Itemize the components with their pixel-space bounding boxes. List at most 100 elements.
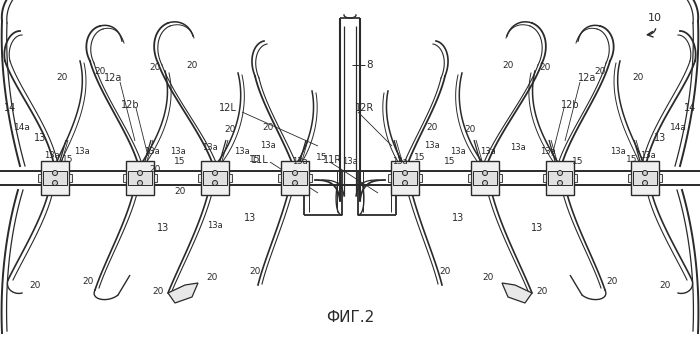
Circle shape xyxy=(643,180,648,186)
Bar xyxy=(628,174,631,182)
Text: 20: 20 xyxy=(149,63,161,72)
Bar xyxy=(126,161,154,195)
Text: 14: 14 xyxy=(4,103,16,113)
Text: 20: 20 xyxy=(606,277,617,286)
Text: 13a: 13a xyxy=(234,147,250,156)
Text: 13a: 13a xyxy=(610,147,626,156)
Text: 20: 20 xyxy=(632,73,644,83)
Text: 20: 20 xyxy=(206,273,218,283)
Text: 15: 15 xyxy=(174,157,186,166)
Text: 13a: 13a xyxy=(260,141,276,150)
Text: 13: 13 xyxy=(531,223,543,233)
Bar xyxy=(631,161,659,195)
Text: 13: 13 xyxy=(452,213,464,223)
Text: 13a: 13a xyxy=(540,147,556,156)
Text: 20: 20 xyxy=(186,60,197,70)
Text: 20: 20 xyxy=(659,281,671,289)
Circle shape xyxy=(557,170,563,176)
Text: 15: 15 xyxy=(626,155,638,165)
Bar xyxy=(548,171,572,185)
Text: 20: 20 xyxy=(29,281,41,289)
Text: 20: 20 xyxy=(83,277,94,286)
Bar xyxy=(69,174,72,182)
Circle shape xyxy=(402,170,407,176)
Circle shape xyxy=(293,180,297,186)
Text: 13: 13 xyxy=(654,133,666,143)
Bar xyxy=(473,171,497,185)
Bar xyxy=(388,174,391,182)
Text: 20: 20 xyxy=(426,123,438,132)
Polygon shape xyxy=(168,283,198,303)
Bar xyxy=(546,161,574,195)
Circle shape xyxy=(137,180,143,186)
Text: 14a: 14a xyxy=(670,123,687,132)
Bar xyxy=(43,171,67,185)
Text: ФИГ.2: ФИГ.2 xyxy=(326,310,374,326)
Text: 13: 13 xyxy=(244,213,256,223)
Text: 13a: 13a xyxy=(292,157,308,166)
Bar xyxy=(468,174,471,182)
Text: 20: 20 xyxy=(149,166,161,175)
Bar xyxy=(278,174,281,182)
Text: 12b: 12b xyxy=(120,100,139,110)
Text: 13a: 13a xyxy=(424,141,440,150)
Bar xyxy=(229,174,232,182)
Circle shape xyxy=(213,170,218,176)
Text: 11R: 11R xyxy=(323,155,342,165)
Text: 10: 10 xyxy=(648,13,662,23)
Bar xyxy=(574,174,577,182)
Text: 20: 20 xyxy=(56,73,68,83)
Text: 15: 15 xyxy=(249,155,260,165)
Text: 20: 20 xyxy=(174,188,186,197)
Circle shape xyxy=(213,180,218,186)
Bar xyxy=(203,171,227,185)
Bar xyxy=(393,171,417,185)
Text: 12R: 12R xyxy=(356,103,375,113)
Circle shape xyxy=(293,170,297,176)
Circle shape xyxy=(52,180,57,186)
Text: 14a: 14a xyxy=(13,123,30,132)
Text: 20: 20 xyxy=(503,60,514,70)
Text: 13a: 13a xyxy=(44,151,60,159)
Text: 20: 20 xyxy=(482,273,493,283)
Bar xyxy=(281,161,309,195)
Bar xyxy=(499,174,502,182)
Text: 13a: 13a xyxy=(450,147,466,156)
Bar xyxy=(283,171,307,185)
Bar xyxy=(633,171,657,185)
Text: 13a: 13a xyxy=(342,157,358,166)
Circle shape xyxy=(557,180,563,186)
Bar xyxy=(543,174,546,182)
Text: 13: 13 xyxy=(34,133,46,143)
Bar xyxy=(154,174,157,182)
Text: 15: 15 xyxy=(414,154,426,163)
Bar xyxy=(309,174,312,182)
Text: 8: 8 xyxy=(367,60,373,70)
Bar xyxy=(659,174,662,182)
Bar xyxy=(41,161,69,195)
Text: 13a: 13a xyxy=(202,143,218,153)
Text: 15: 15 xyxy=(573,157,584,166)
Text: 15: 15 xyxy=(316,154,328,163)
Text: 13a: 13a xyxy=(144,147,160,156)
Text: 20: 20 xyxy=(594,68,606,76)
Circle shape xyxy=(482,180,487,186)
Text: 20: 20 xyxy=(153,287,164,296)
Text: 13a: 13a xyxy=(170,147,186,156)
Text: 11L: 11L xyxy=(251,155,269,165)
Text: 20: 20 xyxy=(249,268,260,276)
Text: 13a: 13a xyxy=(480,147,496,156)
Text: 13a: 13a xyxy=(510,143,526,153)
Text: 20: 20 xyxy=(440,268,451,276)
Bar xyxy=(419,174,422,182)
Text: 20: 20 xyxy=(94,68,106,76)
Circle shape xyxy=(402,180,407,186)
Circle shape xyxy=(643,170,648,176)
Text: 15: 15 xyxy=(444,157,456,166)
Text: 13a: 13a xyxy=(640,151,656,159)
Bar xyxy=(391,161,419,195)
Text: 14: 14 xyxy=(684,103,696,113)
Circle shape xyxy=(482,170,487,176)
Text: 13: 13 xyxy=(157,223,169,233)
Bar xyxy=(128,171,152,185)
